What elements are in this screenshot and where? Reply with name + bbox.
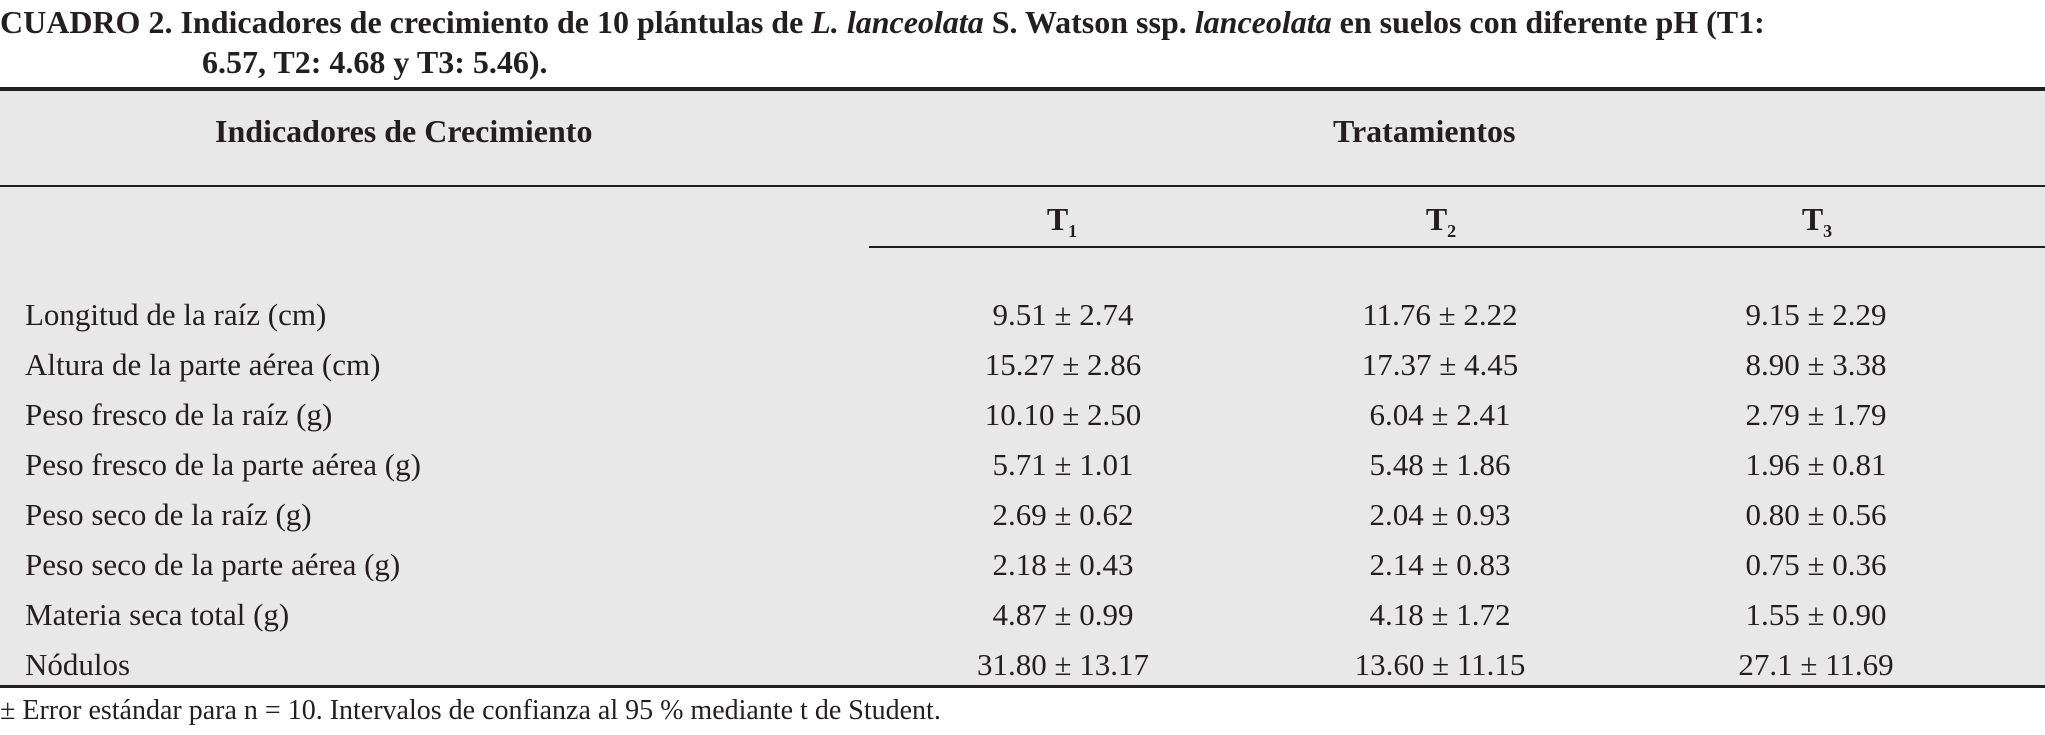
cell-t2: 5.48 ± 1.86 bbox=[1369, 447, 1511, 482]
cell-t1: 2.69 ± 0.62 bbox=[992, 497, 1134, 532]
cell-t1: 31.80 ± 13.17 bbox=[976, 647, 1149, 682]
caption-text-a: Indicadores de crecimiento de 10 plántul… bbox=[172, 4, 812, 40]
caption-line-1: CUADRO 2. Indicadores de crecimiento de … bbox=[0, 2, 2045, 42]
table-row: Nódulos 31.80 ± 13.17 13.60 ± 11.15 27.1… bbox=[0, 641, 2045, 691]
cell-t3: 27.1 ± 11.69 bbox=[1738, 647, 1894, 682]
cell-t2: 2.04 ± 0.93 bbox=[1369, 497, 1511, 532]
cell-t3: 1.96 ± 0.81 bbox=[1745, 447, 1887, 482]
column-header-t1: T1 bbox=[1046, 201, 1078, 241]
table-row: Peso seco de la parte aérea (g) 2.18 ± 0… bbox=[0, 541, 2045, 591]
table-row: Peso fresco de la parte aérea (g) 5.71 ±… bbox=[0, 441, 2045, 491]
caption-species: L. lanceolata bbox=[811, 4, 984, 40]
row-label: Nódulos bbox=[25, 647, 131, 682]
table-row: Peso seco de la raíz (g) 2.69 ± 0.62 2.0… bbox=[0, 491, 2045, 541]
row-label: Peso seco de la raíz (g) bbox=[25, 497, 312, 532]
header-treatments: Tratamientos bbox=[1333, 113, 1516, 149]
cell-t1: 2.18 ± 0.43 bbox=[992, 547, 1134, 582]
cell-t1: 15.27 ± 2.86 bbox=[984, 347, 1142, 382]
cell-t3: 9.15 ± 2.29 bbox=[1745, 297, 1887, 332]
treatments-rule bbox=[869, 246, 2045, 248]
cell-t1: 10.10 ± 2.50 bbox=[984, 397, 1142, 432]
table-row: Peso fresco de la raíz (g) 10.10 ± 2.50 … bbox=[0, 391, 2045, 441]
table-row: Altura de la parte aérea (cm) 15.27 ± 2.… bbox=[0, 341, 2045, 391]
table-caption: CUADRO 2. Indicadores de crecimiento de … bbox=[0, 2, 2045, 82]
column-header-t3: T3 bbox=[1801, 201, 1833, 241]
column-header-t2: T2 bbox=[1425, 201, 1457, 241]
cell-t3: 1.55 ± 0.90 bbox=[1745, 597, 1887, 632]
cell-t3: 0.75 ± 0.36 bbox=[1745, 547, 1887, 582]
row-label: Altura de la parte aérea (cm) bbox=[25, 347, 381, 382]
caption-text-b: S. Watson ssp. bbox=[983, 4, 1195, 40]
table-row: Longitud de la raíz (cm) 9.51 ± 2.74 11.… bbox=[0, 291, 2045, 341]
cell-t2: 13.60 ± 11.15 bbox=[1354, 647, 1526, 682]
cell-t2: 2.14 ± 0.83 bbox=[1369, 547, 1511, 582]
cell-t1: 4.87 ± 0.99 bbox=[992, 597, 1134, 632]
cell-t3: 8.90 ± 3.38 bbox=[1745, 347, 1887, 382]
caption-text-c: en suelos con diferente pH (T1: bbox=[1331, 4, 1765, 40]
row-label: Peso fresco de la parte aérea (g) bbox=[25, 447, 421, 482]
row-label: Peso fresco de la raíz (g) bbox=[25, 397, 333, 432]
header-indicators: Indicadores de Crecimiento bbox=[215, 113, 593, 149]
table-footnote: ± Error estándar para n = 10. Intervalos… bbox=[0, 695, 941, 726]
growth-table: Indicadores de Crecimiento Tratamientos … bbox=[0, 87, 2045, 688]
table-row: Materia seca total (g) 4.87 ± 0.99 4.18 … bbox=[0, 591, 2045, 641]
cell-t2: 17.37 ± 4.45 bbox=[1361, 347, 1519, 382]
cell-t1: 9.51 ± 2.74 bbox=[992, 297, 1134, 332]
cell-t2: 6.04 ± 2.41 bbox=[1369, 397, 1511, 432]
caption-line-2: 6.57, T2: 4.68 y T3: 5.46). bbox=[202, 44, 548, 80]
cell-t3: 2.79 ± 1.79 bbox=[1745, 397, 1887, 432]
cell-t2: 4.18 ± 1.72 bbox=[1369, 597, 1511, 632]
row-label: Materia seca total (g) bbox=[25, 597, 290, 632]
table-header: Indicadores de Crecimiento Tratamientos bbox=[0, 91, 2045, 187]
cell-t3: 0.80 ± 0.56 bbox=[1745, 497, 1887, 532]
caption-subspecies: lanceolata bbox=[1194, 4, 1332, 40]
caption-label: CUADRO 2. bbox=[0, 4, 173, 40]
cell-t1: 5.71 ± 1.01 bbox=[992, 447, 1134, 482]
row-label: Longitud de la raíz (cm) bbox=[25, 297, 327, 332]
row-label: Peso seco de la parte aérea (g) bbox=[25, 547, 401, 582]
cell-t2: 11.76 ± 2.22 bbox=[1362, 297, 1518, 332]
